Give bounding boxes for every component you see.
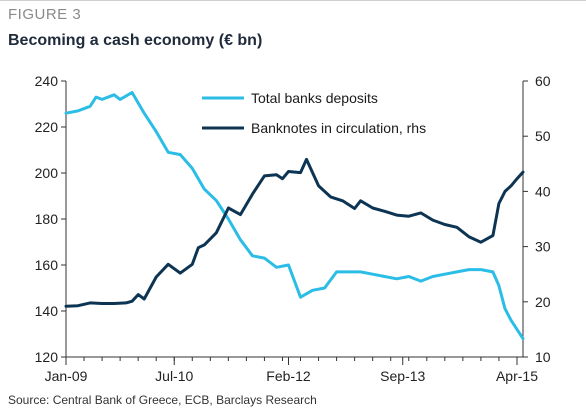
y-left-tick-label: 120 (35, 349, 59, 365)
source-note: Source: Central Bank of Greece, ECB, Bar… (8, 393, 317, 407)
legend-label-banknotes: Banknotes in circulation, rhs (251, 120, 426, 136)
y-left-tick-label: 160 (35, 257, 59, 273)
y-left-tick-label: 200 (35, 165, 59, 181)
x-tick-label: Apr-15 (496, 368, 538, 384)
y-left-tick-label: 140 (35, 303, 59, 319)
y-right-tick-label: 40 (535, 183, 551, 199)
y-right-tick-label: 60 (535, 73, 551, 89)
y-left-tick-label: 220 (35, 119, 59, 135)
y-right-tick-label: 50 (535, 128, 551, 144)
x-tick-label: Jul-10 (155, 368, 193, 384)
y-right-tick-label: 10 (535, 349, 551, 365)
y-left-tick-label: 240 (35, 73, 59, 89)
x-tick-label: Sep-13 (380, 368, 425, 384)
x-tick-label: Feb-12 (266, 368, 311, 384)
figure-label: FIGURE 3 (8, 6, 82, 23)
chart-title: Becoming a cash economy (€ bn) (8, 32, 263, 49)
y-left-tick-label: 180 (35, 211, 59, 227)
y-right-tick-label: 30 (535, 239, 551, 255)
banknotes-line (64, 157, 525, 308)
legend-label-deposits: Total banks deposits (251, 90, 378, 106)
y-right-tick-label: 20 (535, 294, 551, 310)
top-rule (0, 0, 586, 1)
x-tick-label: Jan-09 (45, 368, 88, 384)
deposits-line (64, 91, 525, 341)
